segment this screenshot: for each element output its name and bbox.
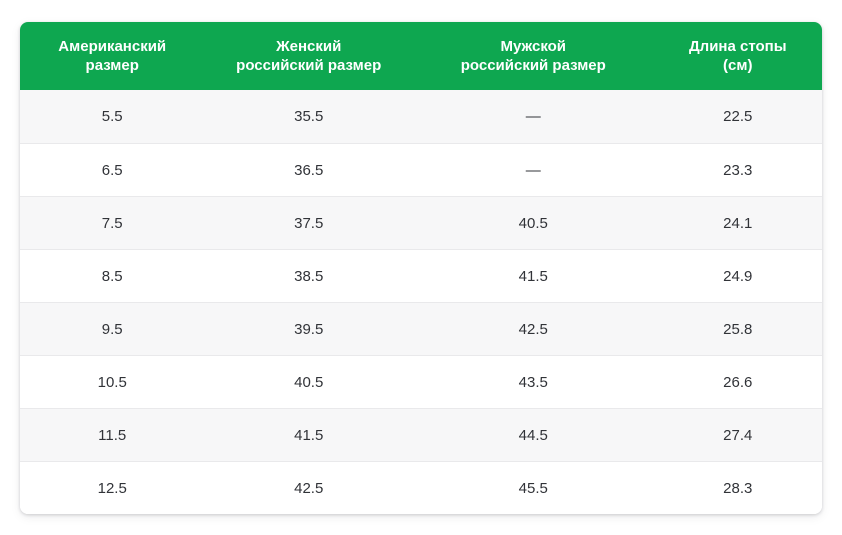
table-cell: 11.5: [98, 426, 127, 444]
table-cell: 39.5: [294, 320, 324, 338]
table-cell: 41.5: [518, 267, 548, 285]
table-cell: 23.3: [723, 161, 753, 179]
table-cell: 7.5: [101, 214, 123, 232]
table-cell: 45.5: [518, 479, 548, 497]
table-row: 12.5 42.5 45.5 28.3: [20, 461, 822, 514]
table-cell: 40.5: [294, 373, 324, 391]
table-row: 11.5 41.5 44.5 27.4: [20, 408, 822, 461]
table-header-row: Американский размер Женский российский р…: [20, 22, 822, 90]
table-cell: 41.5: [294, 426, 324, 444]
table-cell: 27.4: [723, 426, 753, 444]
table-cell: 35.5: [294, 108, 324, 125]
table-cell: 37.5: [294, 214, 324, 232]
column-header-men-ru-size: Мужской российский размер: [460, 38, 606, 74]
table-cell: 24.1: [723, 214, 753, 232]
table-cell: 12.5: [97, 479, 127, 497]
table-cell: 36.5: [294, 161, 324, 179]
table-row: 8.5 38.5 41.5 24.9: [20, 249, 822, 302]
table-cell: 28.3: [723, 479, 753, 497]
table-cell: 9.5: [101, 320, 123, 338]
table-row: 5.5 35.5 — 22.5: [20, 90, 822, 143]
size-conversion-table: Американский размер Женский российский р…: [20, 22, 822, 514]
column-header-women-ru-size: Женский российский размер: [236, 38, 382, 74]
table-cell: 44.5: [518, 426, 548, 444]
table-cell: 25.8: [723, 320, 753, 338]
table-cell: 10.5: [97, 373, 127, 391]
table-row: 7.5 37.5 40.5 24.1: [20, 196, 822, 249]
column-header-foot-length: Длина стопы (см): [689, 38, 787, 74]
table-cell: 38.5: [294, 267, 324, 285]
table-row: 6.5 36.5 — 23.3: [20, 143, 822, 196]
table-cell: 8.5: [101, 267, 123, 285]
table-row: 9.5 39.5 42.5 25.8: [20, 302, 822, 355]
table-cell: 5.5: [101, 108, 123, 125]
table-cell: 26.6: [723, 373, 753, 391]
table-cell: —: [525, 161, 541, 179]
table-cell: 40.5: [518, 214, 548, 232]
table-cell: 43.5: [518, 373, 548, 391]
table-cell: 42.5: [518, 320, 548, 338]
table-cell: 24.9: [723, 267, 753, 285]
table-row: 10.5 40.5 43.5 26.6: [20, 355, 822, 408]
table-cell: 22.5: [723, 108, 753, 125]
table-cell: 42.5: [294, 479, 324, 497]
column-header-us-size: Американский размер: [58, 38, 167, 74]
table-cell: —: [525, 108, 541, 125]
table-cell: 6.5: [101, 161, 123, 179]
